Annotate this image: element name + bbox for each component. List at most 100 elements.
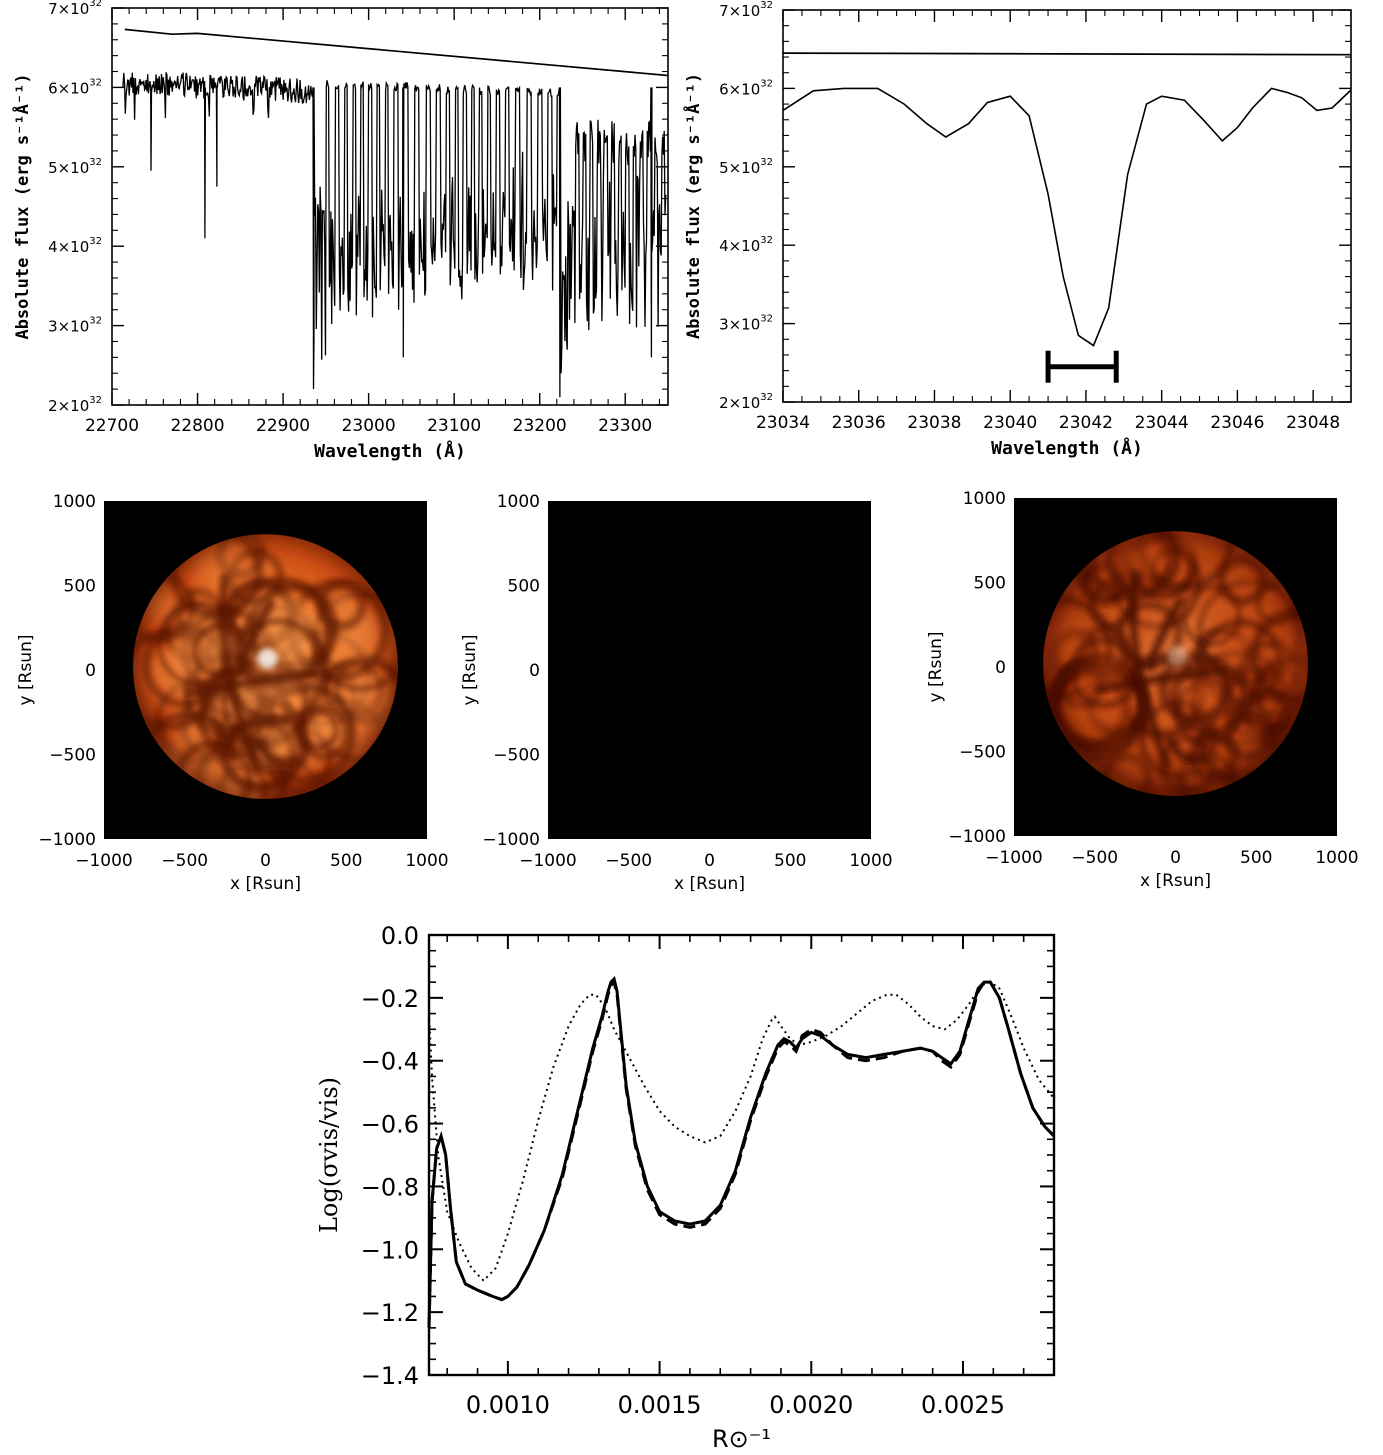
y-tick-label: 6×1032 bbox=[719, 78, 773, 98]
x-tick-label: 0 bbox=[704, 851, 715, 871]
x-tick-label: 500 bbox=[774, 851, 806, 871]
y-tick-label: −1000 bbox=[38, 830, 96, 850]
y-tick-label: −1000 bbox=[948, 827, 1006, 847]
granule-lane bbox=[1157, 651, 1232, 726]
x-tick-label: 23040 bbox=[983, 413, 1037, 433]
y-tick-label: −1.0 bbox=[361, 1236, 419, 1264]
intensity-map-2: −1000 −500 0 500 1000 −1000 −500 0 500 1000 x [Rsu… bbox=[460, 492, 893, 894]
y-axis-label: y [Rsun] bbox=[16, 635, 36, 706]
x-axis-label: x [Rsun] bbox=[1140, 871, 1211, 891]
dark-lane bbox=[1164, 734, 1211, 765]
granule-bright bbox=[1198, 594, 1233, 629]
dark-lane bbox=[234, 598, 277, 675]
y-tick-label: 6×1032 bbox=[48, 77, 102, 97]
x-axis-label: Wavelength (Å) bbox=[314, 439, 466, 462]
limb bbox=[133, 534, 398, 800]
bright-spot bbox=[257, 648, 278, 669]
y-tick-label: 7×1032 bbox=[48, 0, 102, 18]
y-tick-label: −500 bbox=[959, 743, 1006, 763]
x-tick-label: 1000 bbox=[405, 851, 448, 871]
y-tick-label: −1.2 bbox=[361, 1299, 419, 1327]
y-tick-label: −0.6 bbox=[361, 1111, 419, 1139]
x-axis-label: x [Rsun] bbox=[674, 874, 745, 894]
y-tick-label: 7×1032 bbox=[719, 0, 773, 20]
x-tick-label: 0.0010 bbox=[466, 1391, 550, 1419]
x-axis-label: x [Rsun] bbox=[230, 874, 301, 894]
x-tick-label: 22800 bbox=[170, 416, 224, 436]
granule-bright bbox=[1204, 740, 1230, 766]
limb bbox=[1043, 531, 1308, 797]
x-tick-label: 22900 bbox=[256, 416, 310, 436]
x-tick-label: 0 bbox=[1170, 848, 1181, 868]
stellar-disk bbox=[1043, 531, 1308, 797]
x-tick-label: 1000 bbox=[1315, 848, 1358, 868]
y-tick-label: 5×1032 bbox=[48, 157, 102, 177]
x-tick-label: 23038 bbox=[907, 413, 961, 433]
granule-bright bbox=[265, 725, 298, 758]
y-tick-label: 1000 bbox=[53, 492, 96, 512]
spectrum-zoom-panel: 23034 23036 23038 23040 23042 23044 23046 23048… bbox=[681, 0, 1352, 459]
y-tick-label: −1.4 bbox=[361, 1362, 419, 1390]
y-tick-label: −0.2 bbox=[361, 985, 419, 1013]
intensity-map-1: −1000 −500 0 500 1000 −1000 −500 0 500 1000 x [Rsu… bbox=[16, 492, 449, 894]
x-tick-label: −500 bbox=[605, 851, 652, 871]
x-tick-label: 23300 bbox=[598, 416, 652, 436]
y-axis-label: Log(σvis/vis) bbox=[315, 1077, 343, 1233]
dark-lane bbox=[1095, 665, 1229, 695]
x-tick-label: 0.0025 bbox=[921, 1391, 1005, 1419]
plot-frame bbox=[782, 9, 1352, 403]
stellar-disk bbox=[133, 534, 398, 800]
dark-lane bbox=[185, 668, 319, 698]
y-tick-label: 1000 bbox=[963, 489, 1006, 509]
x-tick-label: 0 bbox=[260, 851, 271, 871]
continuum-line bbox=[782, 52, 1352, 56]
x-tick-label: 23042 bbox=[1059, 413, 1113, 433]
x-tick-label: 23100 bbox=[427, 416, 481, 436]
granule-bright bbox=[194, 543, 246, 595]
series-dashed bbox=[427, 979, 1056, 1328]
x-tick-label: 23200 bbox=[513, 416, 567, 436]
y-tick-label: 3×1032 bbox=[719, 314, 773, 334]
y-axis-label: y [Rsun] bbox=[460, 635, 480, 706]
y-axis-label: Absolute flux (erg s⁻¹Å⁻¹) bbox=[10, 73, 33, 339]
y-tick-label: 2×1032 bbox=[719, 392, 773, 412]
spectrum-line bbox=[782, 87, 1352, 347]
x-tick-label: 23044 bbox=[1135, 413, 1189, 433]
spectrum-full-panel: 22700 22800 22900 23000 23100 23200 23300 2×103… bbox=[10, 0, 669, 462]
y-tick-label: 4×1032 bbox=[719, 235, 773, 255]
intensity-map-3: −1000 −500 0 500 1000 −1000 −500 0 500 1000 x [Rsu… bbox=[926, 489, 1359, 891]
dark-lane bbox=[1128, 570, 1174, 772]
x-tick-label: 23000 bbox=[342, 416, 396, 436]
granule-bright bbox=[1258, 695, 1282, 720]
x-tick-label: 23046 bbox=[1210, 413, 1264, 433]
y-tick-label: −0.8 bbox=[361, 1173, 419, 1201]
granule-bright bbox=[309, 714, 333, 737]
x-tick-label: 1000 bbox=[849, 851, 892, 871]
x-tick-label: 23048 bbox=[1286, 413, 1340, 433]
x-tick-label: 500 bbox=[330, 851, 362, 871]
x-tick-label: 0.0020 bbox=[769, 1391, 853, 1419]
plot-frame bbox=[111, 7, 669, 406]
granule-bright bbox=[1088, 649, 1128, 689]
y-tick-label: 500 bbox=[974, 574, 1006, 594]
granule-lane bbox=[315, 579, 367, 632]
y-tick-label: −0.4 bbox=[361, 1048, 419, 1076]
dark-lane bbox=[1144, 595, 1187, 672]
x-tick-label: −500 bbox=[161, 851, 208, 871]
y-tick-label: 0 bbox=[85, 661, 96, 681]
y-tick-label: 0 bbox=[529, 661, 540, 681]
series-dotted bbox=[428, 980, 1055, 1283]
bright-spot bbox=[1167, 645, 1188, 666]
x-tick-label: −1000 bbox=[985, 848, 1043, 868]
granule-lane bbox=[1180, 585, 1242, 647]
x-tick-label: 500 bbox=[1240, 848, 1272, 868]
spectrum-line bbox=[121, 72, 667, 398]
y-tick-label: −500 bbox=[49, 746, 96, 766]
y-tick-label: 2×1032 bbox=[48, 395, 102, 415]
y-tick-label: 5×1032 bbox=[719, 157, 773, 177]
y-tick-label: 0.0 bbox=[381, 922, 419, 950]
y-tick-label: 4×1032 bbox=[48, 236, 102, 256]
y-axis-label: y [Rsun] bbox=[926, 632, 946, 703]
map-background bbox=[548, 501, 871, 839]
